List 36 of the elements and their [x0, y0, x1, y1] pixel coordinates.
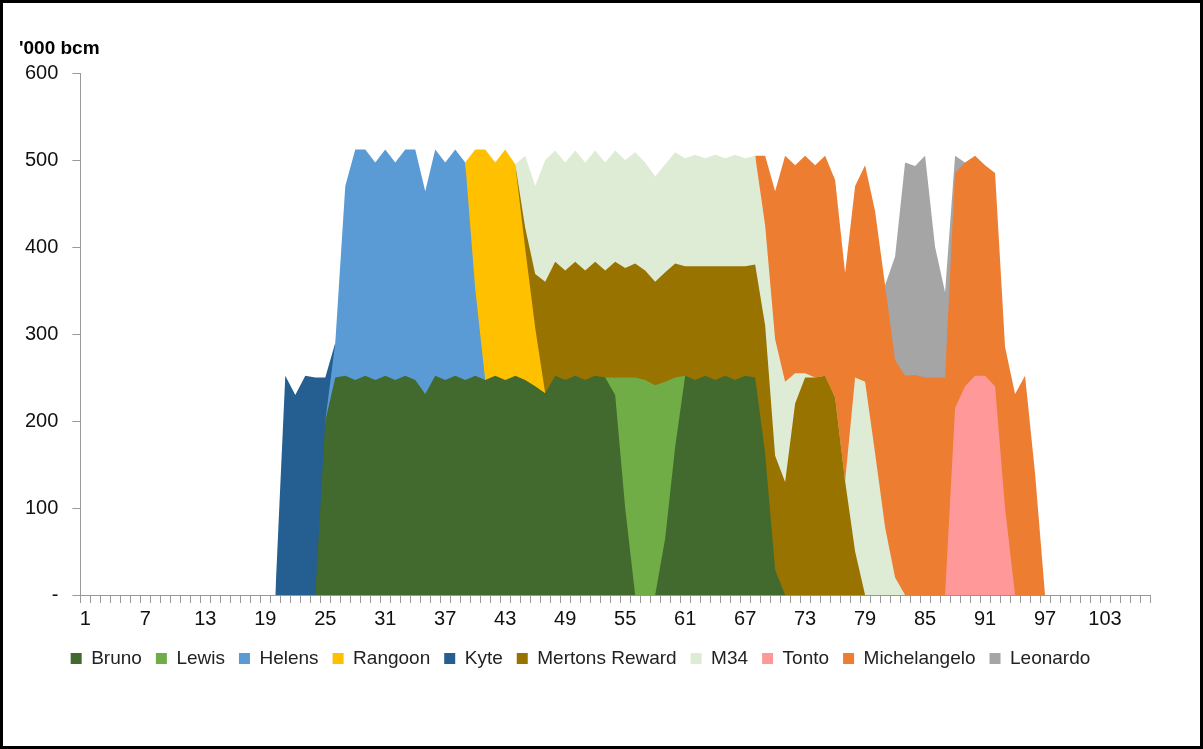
legend-label: Lewis — [176, 646, 225, 668]
x-tick-label: 97 — [1033, 606, 1057, 629]
x-tick-label: 25 — [314, 606, 337, 629]
x-tick-label: 49 — [554, 606, 577, 629]
legend-label: Helens — [259, 646, 319, 668]
legend-label: Mertons Reward — [537, 646, 677, 668]
y-tick-label: 300 — [24, 321, 59, 344]
y-tick-label: 500 — [24, 147, 59, 170]
legend-label: Rangoon — [353, 646, 431, 668]
y-axis-title: '000 bcm — [19, 37, 100, 59]
x-tick-label: 103 — [1088, 606, 1122, 629]
x-tick-label: 19 — [254, 606, 277, 629]
x-tick-label: 91 — [973, 606, 997, 629]
x-tick-label: 37 — [434, 606, 457, 629]
x-tick-label: 55 — [614, 606, 637, 629]
y-tick-label: 200 — [24, 408, 59, 431]
x-tick-label: 1 — [79, 606, 91, 629]
x-tick-label: 67 — [734, 606, 757, 629]
legend-label: Tonto — [782, 646, 830, 668]
y-tick-label: 400 — [24, 234, 59, 257]
x-tick-label: 31 — [374, 606, 397, 629]
legend-label: Bruno — [91, 646, 142, 668]
legend-label: Michelangelo — [863, 646, 976, 668]
x-tick-label: 61 — [674, 606, 697, 629]
legend-label: M34 — [711, 646, 749, 668]
x-tick-label: 79 — [853, 606, 877, 629]
legend-label: Kyte — [464, 646, 503, 668]
legend-label: Leonardo — [1010, 646, 1091, 668]
x-tick-label: 85 — [913, 606, 937, 629]
y-tick-label: - — [51, 582, 59, 605]
x-tick-label: 43 — [494, 606, 517, 629]
x-tick-label: 7 — [139, 606, 151, 629]
x-tick-label: 73 — [793, 606, 817, 629]
y-tick-label: 600 — [24, 60, 59, 83]
x-tick-label: 13 — [194, 606, 217, 629]
y-tick-label: 100 — [24, 495, 59, 518]
